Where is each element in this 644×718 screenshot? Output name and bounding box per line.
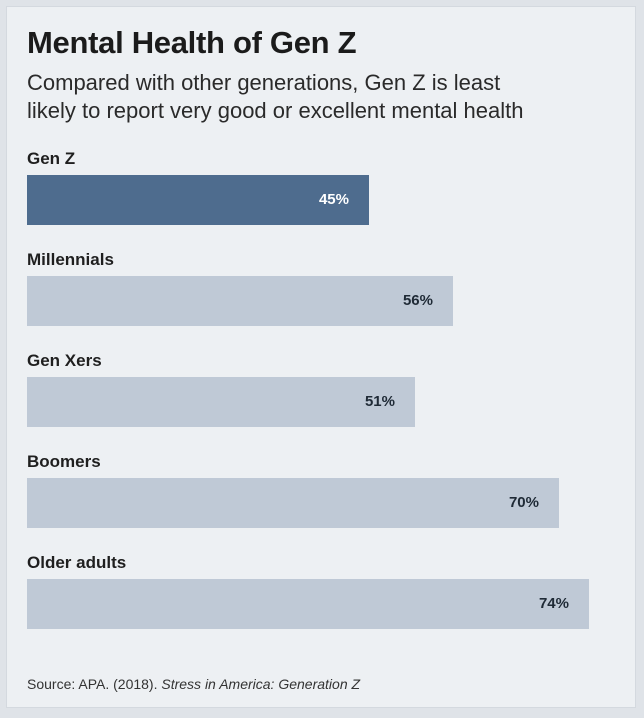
chart-card: Mental Health of Gen Z Compared with oth… [6, 6, 636, 708]
bar-millennials: 56% [27, 276, 453, 326]
chart-title: Mental Health of Gen Z [27, 25, 357, 60]
chart-subtitle-line: Compared with other generations, Gen Z i… [27, 70, 501, 95]
bar-value-label-gen-xers: 51% [364, 393, 395, 410]
bar-value-label-boomers: 70% [508, 494, 539, 511]
bar-value-label-millennials: 56% [402, 292, 433, 309]
bar-gen-xers: 51% [27, 377, 415, 427]
category-label-boomers: Boomers [27, 452, 101, 471]
source-prefix: Source: APA. (2018). [27, 676, 162, 692]
bar-boomers: 70% [27, 478, 559, 528]
category-label-gen-xers: Gen Xers [27, 351, 102, 370]
bar-older-adults: 74% [27, 579, 589, 629]
chart-source: Source: APA. (2018). Stress in America: … [27, 675, 360, 693]
category-label-gen-z: Gen Z [27, 149, 76, 168]
chart-subtitle-line: likely to report very good or excellent … [27, 98, 524, 123]
category-label-millennials: Millennials [27, 250, 114, 269]
chart-subtitle: Compared with other generations, Gen Z i… [27, 69, 627, 125]
category-label-older-adults: Older adults [27, 553, 127, 572]
bar-value-label-older-adults: 74% [538, 595, 569, 612]
bar-value-label-gen-z: 45% [318, 191, 349, 208]
source-title: Stress in America: Generation Z [161, 676, 361, 692]
bar-gen-z: 45% [27, 175, 369, 225]
